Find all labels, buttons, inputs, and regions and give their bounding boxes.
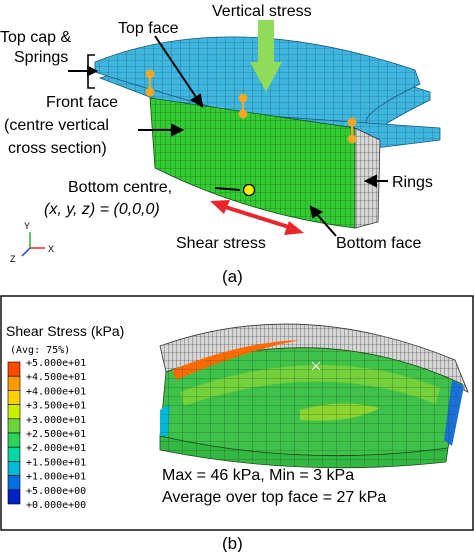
legend-label: +1.500e+01 [26,457,86,468]
panel-b: Shear Stress (kPa) (Avg: 75%) +5.000e+01… [0,295,474,552]
triad-z-label: Z [10,254,16,264]
label-vertical-stress: Vertical stress [212,3,312,20]
legend-swatch [7,375,21,391]
label-top-cap-line1: Top cap & [0,29,71,46]
legend-swatch [7,361,21,377]
label-front-face-line3: cross section) [8,140,107,157]
legend-label: +1.000e+01 [26,472,86,483]
label-top-cap-line2: Springs [14,49,68,66]
panel-a: Y Z X Top cap & Springs Top face Vertica… [0,3,441,286]
label-front-face-line1: Front face [46,94,118,111]
label-rings: Rings [392,174,433,191]
legend-swatch [7,404,21,420]
bottom-centre-marker [242,183,256,197]
legend-label: +5.000e+00 [26,486,86,497]
legend-label: +2.500e+01 [26,429,86,440]
legend-label: +0.000e+00 [26,500,86,511]
triad-y-label: Y [24,221,30,231]
legend-label: +4.500e+01 [26,372,86,383]
legend-label: +2.000e+01 [26,443,86,454]
top-face-mesh-grid [160,347,462,456]
top-face-mesh-grid-bottom [160,436,448,468]
shear-stress-arrow [210,200,304,235]
label-bottom-centre: Bottom centre, [68,179,172,196]
panel-b-frame [0,295,474,531]
legend-swatch [7,489,21,505]
legend-swatch [7,475,21,491]
legend-label: +4.000e+01 [26,386,86,397]
caption-b: (b) [222,534,243,552]
spring-markers [145,69,357,144]
caption-a: (a) [222,267,243,286]
leader-lines [68,35,388,237]
shear-stress-legend: Shear Stress (kPa) (Avg: 75%) +5.000e+01… [6,323,124,511]
label-bottom-centre-coords: (x, y, z) = (0,0,0) [44,201,160,218]
front-face-mesh [149,97,356,229]
legend-subtitle: (Avg: 75%) [10,345,70,356]
stats-average: Average over top face = 27 kPa [162,489,386,506]
label-top-face: Top face [118,20,179,37]
label-front-face-line2: (centre vertical [4,117,109,134]
legend-swatch [7,418,21,434]
legend-swatch [7,461,21,476]
label-bottom-face: Bottom face [336,235,421,252]
axis-triad: Y Z X [10,221,54,264]
legend-swatches [7,361,21,505]
legend-label: +3.000e+01 [26,415,86,426]
legend-label: +5.000e+01 [26,358,86,369]
stats-max-min: Max = 46 kPa, Min = 3 kPa [162,467,354,484]
legend-label: +3.500e+01 [26,401,86,412]
centre-cross [311,361,321,371]
triad-x-label: X [48,244,54,254]
vertical-stress-arrow [250,20,282,92]
legend-labels: +5.000e+01 +4.500e+01 +4.000e+01 +3.500e+01… [26,358,86,511]
legend-swatch [7,446,21,462]
rings-mesh [354,127,381,229]
top-cap-disc [94,36,421,131]
legend-swatch [7,390,21,405]
label-shear-stress: Shear stress [176,235,266,252]
legend-title: Shear Stress (kPa) [6,323,124,339]
legend-swatch [7,432,21,448]
